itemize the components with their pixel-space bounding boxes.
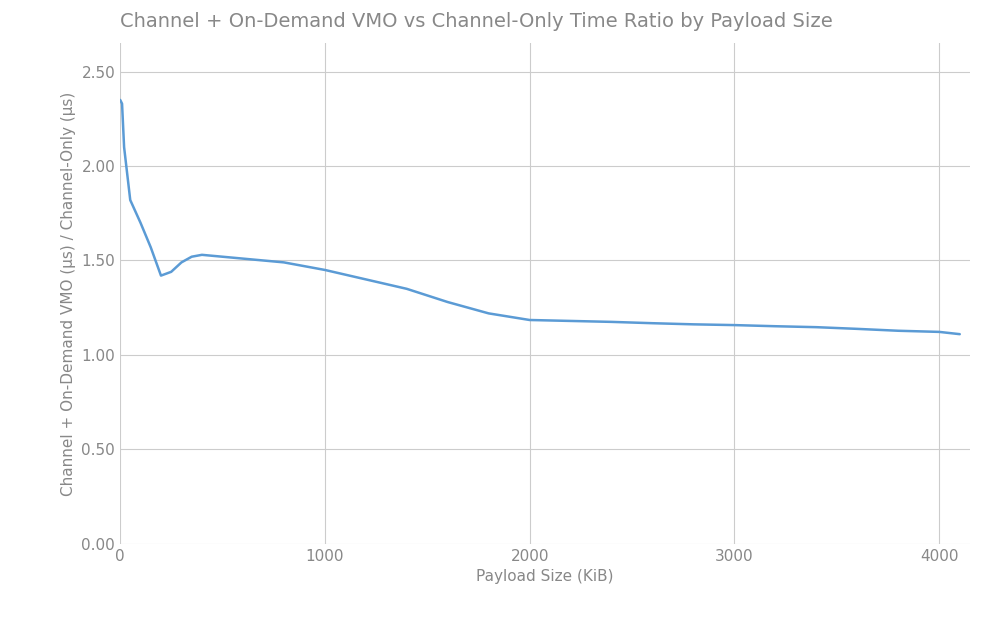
Y-axis label: Channel + On-Demand VMO (µs) / Channel-Only (µs): Channel + On-Demand VMO (µs) / Channel-O…: [61, 91, 76, 496]
Text: Channel + On-Demand VMO vs Channel-Only Time Ratio by Payload Size: Channel + On-Demand VMO vs Channel-Only …: [120, 12, 833, 31]
X-axis label: Payload Size (KiB): Payload Size (KiB): [476, 569, 614, 584]
